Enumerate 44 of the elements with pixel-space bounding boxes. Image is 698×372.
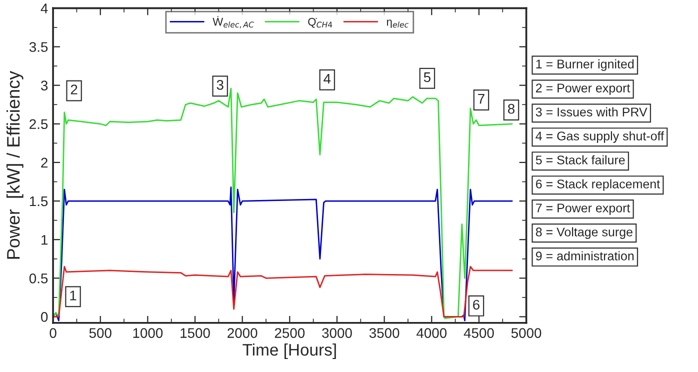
x-tick-label: 4500 (464, 328, 494, 338)
x-tick-label: 2500 (274, 328, 305, 338)
text: 2 = Power export (536, 84, 630, 95)
text: 7 = Power export (536, 204, 630, 215)
y-tick-label: 1 (42, 235, 48, 245)
y-tick-label: 0.5 (29, 273, 48, 284)
x-tick-label: 2000 (228, 328, 258, 338)
annotation: 3 (216, 80, 224, 90)
line-series (53, 186, 513, 322)
y-tick-label: 2.5 (30, 119, 48, 130)
legend-label: Ẇ$_{elec,AC}$ (212, 16, 254, 28)
text: 4 = Gas supply shut-off (536, 131, 664, 143)
y-tick-label: 1.5 (30, 196, 48, 206)
y-axis-title: Power [kW] / Efficiency (6, 70, 24, 259)
x-tick-label: 3500 (369, 328, 400, 338)
x-tick-label: 1000 (133, 328, 163, 338)
y-tick-label: 4 (40, 4, 48, 14)
text: 8 = Voltage surge (536, 227, 632, 239)
annotation: 2 (70, 84, 78, 94)
annotation: 5 (424, 72, 430, 82)
x-tick-label: 5000 (511, 328, 542, 338)
annotation: 1 (70, 290, 76, 300)
text: 3 = Issues with PRV (536, 107, 648, 116)
x-tick-label: 3000 (322, 328, 352, 338)
x-tick-label: 500 (89, 328, 112, 338)
annotation: 4 (324, 74, 331, 84)
x-tick-label: 0 (50, 328, 56, 338)
annotation: 7 (478, 94, 484, 104)
legend-label: η$_{elec}$ (386, 20, 408, 28)
text: 5 = Stack failure (536, 155, 625, 164)
text: 6 = Stack replacement (536, 179, 660, 191)
annotation: 8 (508, 104, 514, 114)
text: 1 = Burner ignited (536, 59, 634, 71)
x-axis-title: Time [Hours] (242, 343, 336, 360)
y-tick-label: 3 (40, 80, 48, 90)
text: 9 = administration (536, 251, 634, 260)
legend-label: Q̇$_{CH4}$ (308, 18, 332, 28)
x-tick-label: 4000 (416, 328, 447, 338)
annotation: 6 (473, 300, 480, 310)
y-tick-label: 2 (41, 158, 48, 168)
y-tick-label: 3.5 (29, 42, 48, 52)
line-series (53, 266, 513, 318)
x-tick-label: 1500 (180, 328, 210, 338)
y-tick-label: 0 (41, 312, 48, 322)
